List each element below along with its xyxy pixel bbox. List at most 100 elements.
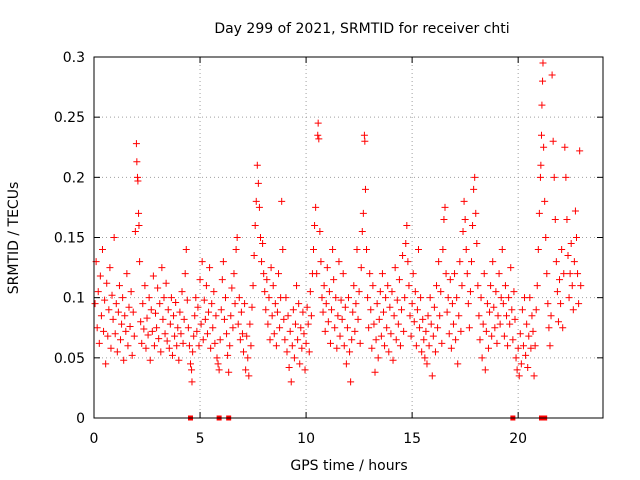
x-tick-label: 10 [297,431,315,447]
data-point [314,119,322,127]
data-point [249,282,257,290]
data-point [248,303,256,311]
data-point [488,332,496,340]
data-point [198,258,206,266]
data-point [545,324,553,332]
data-point [126,323,134,331]
data-point [506,320,514,328]
data-point [143,314,151,322]
data-point [251,221,259,229]
data-point [125,303,133,311]
data-point [510,288,518,296]
data-point [434,324,442,332]
data-point [145,294,153,302]
data-point [242,366,250,374]
data-point [368,344,376,352]
data-point [243,332,251,340]
data-point [478,354,486,362]
data-point [430,303,438,311]
data-point [250,252,258,260]
data-point [152,309,160,317]
data-point [536,173,544,181]
data-point [141,282,149,290]
data-point [361,185,369,193]
data-point [553,288,561,296]
data-point [554,318,562,326]
data-point [267,264,275,272]
data-point [460,197,468,205]
data-point [112,300,120,308]
data-point [410,318,418,326]
data-point [394,320,402,328]
data-point [452,336,460,344]
data-point [124,342,132,350]
data-point [476,336,484,344]
data-point [490,303,498,311]
data-point [138,339,146,347]
data-point [153,324,161,332]
data-point [425,342,433,350]
data-point [299,308,307,316]
data-point [113,348,121,356]
data-point [423,360,431,368]
data-point [375,315,383,323]
data-point [367,306,375,314]
data-point [441,203,449,211]
data-point [331,324,339,332]
data-point [512,354,520,362]
data-point [123,270,131,278]
data-point [149,272,157,280]
data-point [318,294,326,302]
data-point [358,227,366,235]
data-point [253,161,261,169]
data-point [461,215,469,223]
data-point [463,270,471,278]
data-point [132,140,140,148]
data-point [231,300,239,308]
data-point [454,360,462,368]
data-point [319,308,327,316]
data-point [103,279,111,287]
data-point [323,264,331,272]
data-point [574,270,582,278]
data-point [364,294,372,302]
data-point [94,288,102,296]
data-point [391,264,399,272]
data-point [255,203,263,211]
data-point [371,368,379,376]
data-point [575,300,583,308]
data-point [265,294,273,302]
data-point [326,339,334,347]
data-point [106,264,114,272]
data-point [95,339,103,347]
data-point [462,246,470,254]
data-point [191,312,199,320]
data-point [163,337,171,345]
data-point [199,336,207,344]
data-point [335,258,343,266]
data-point [263,276,271,284]
data-point [156,300,164,308]
data-point [455,312,463,320]
data-point [527,344,535,352]
data-point [382,294,390,302]
data-point [264,320,272,328]
data-point [276,324,284,332]
data-point [241,300,249,308]
data-point [177,330,185,338]
data-point [483,300,491,308]
data-point [133,158,141,166]
data-point [393,296,401,304]
data-point [287,378,295,386]
data-point [232,246,240,254]
y-tick-label: 0.2 [63,170,85,186]
data-point [181,270,189,278]
data-point [167,294,175,302]
data-point [238,330,246,338]
data-point [197,320,205,328]
data-points [91,59,585,386]
y-tick-label: 0.25 [54,110,85,126]
data-point [374,354,382,362]
data-point [280,315,288,323]
data-point [440,215,448,223]
